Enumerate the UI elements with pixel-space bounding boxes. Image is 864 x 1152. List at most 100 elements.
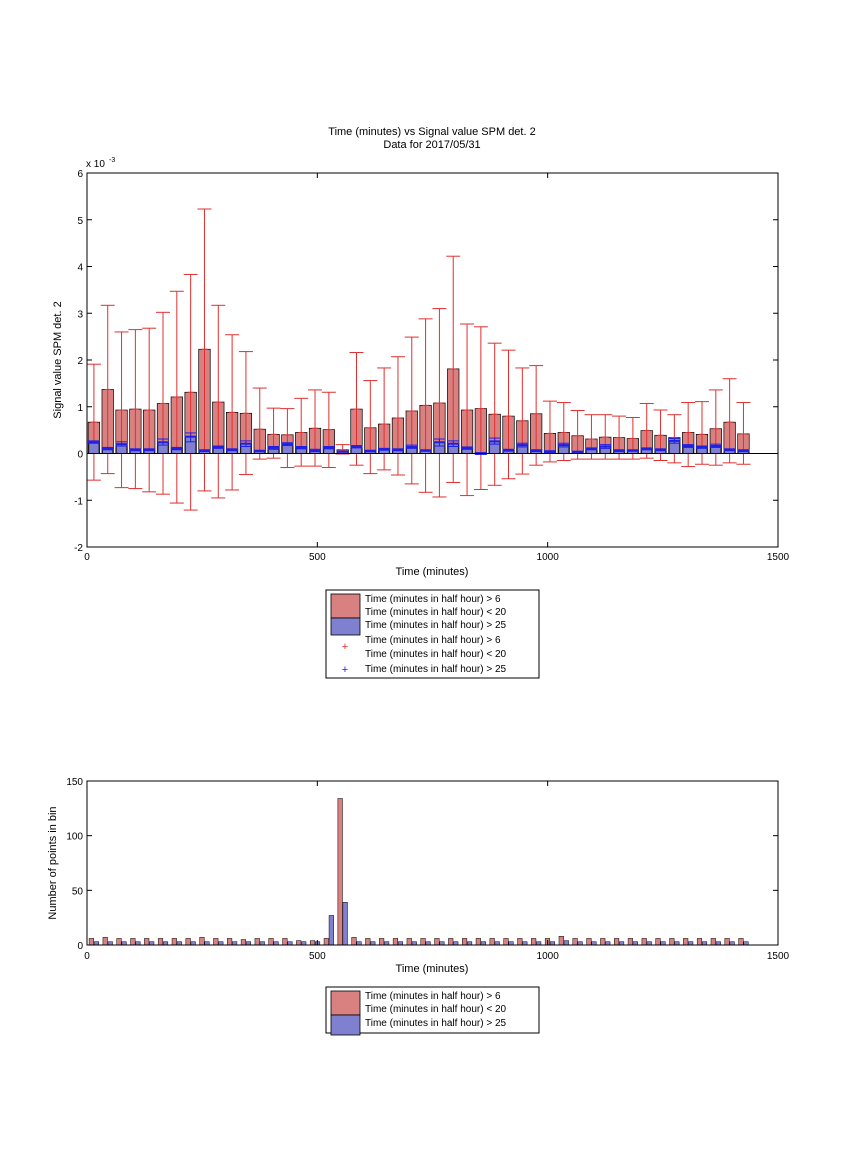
top-y-tick-label: 0 — [77, 450, 83, 461]
bar-blue — [88, 442, 100, 454]
top-legend-text-blue: Time (minutes in half hour) > 25 — [365, 620, 507, 631]
top-legend-text-red-marker-1: Time (minutes in half hour) > 6 — [365, 635, 501, 646]
count-bar-red — [641, 938, 647, 946]
top-legend-swatch-red — [330, 593, 361, 619]
count-bar-red — [88, 938, 94, 946]
count-bar-red — [309, 940, 316, 946]
count-bar-red — [655, 938, 661, 946]
top-legend-text-red-marker-2: Time (minutes in half hour) < 20 — [365, 649, 507, 660]
top-legend-text-blue-marker: Time (minutes in half hour) > 25 — [365, 664, 507, 675]
count-bar-red — [586, 938, 592, 946]
count-bar-red — [323, 938, 329, 946]
bottom-x-tick-label: 500 — [309, 951, 326, 962]
top-x-axis-label: Time (minutes) — [396, 566, 469, 578]
top-legend: Time (minutes in half hour) > 6 Time (mi… — [325, 589, 540, 679]
count-bar-red — [157, 938, 164, 946]
top-legend-text-red-1: Time (minutes in half hour) > 6 — [365, 594, 501, 605]
chart-subtitle: Data for 2017/05/31 — [383, 139, 480, 151]
top-x-tick-label: 0 — [84, 552, 90, 563]
count-bar-red — [268, 938, 274, 946]
count-bar-red — [669, 938, 675, 946]
count-bar-red — [116, 938, 122, 946]
bottom-legend-text-red-2: Time (minutes in half hour) < 20 — [365, 1004, 507, 1015]
count-bar-red — [213, 938, 219, 946]
top-legend-swatch-blue — [330, 617, 361, 636]
count-bar-blue — [328, 915, 334, 946]
bottom-legend-box — [325, 986, 540, 1034]
count-bar-red — [531, 938, 537, 946]
top-y-tick-label: 3 — [77, 309, 83, 320]
bottom-legend-swatch-blue — [330, 1014, 361, 1036]
top-legend-marker-blue: + — [342, 664, 348, 676]
count-bar-red — [351, 937, 357, 946]
top-exponent-power: -3 — [109, 157, 115, 164]
bottom-x-tick-label: 1000 — [537, 951, 560, 962]
count-bar-red — [365, 938, 371, 946]
count-bar-red — [240, 939, 246, 946]
bottom-y-tick-label: 150 — [66, 777, 83, 788]
top-y-tick-label: 4 — [77, 263, 83, 274]
count-bar-red — [337, 798, 343, 946]
count-bar-red — [406, 938, 412, 946]
count-bar-red — [296, 940, 302, 946]
count-bar-red — [614, 938, 620, 946]
count-bar-red — [475, 938, 481, 946]
bottom-plot-frame — [86, 780, 779, 946]
bottom-x-axis-label: Time (minutes) — [396, 963, 469, 975]
count-bar-red — [130, 938, 136, 946]
count-bar-red — [627, 938, 633, 946]
count-bar-red — [572, 938, 578, 946]
count-bar-red — [392, 938, 398, 946]
count-bar-red — [254, 938, 260, 946]
count-bar-red — [199, 937, 205, 946]
count-bar-red — [102, 937, 108, 946]
count-bar-red — [185, 938, 191, 946]
bottom-y-tick-label: 100 — [66, 832, 83, 843]
bottom-legend-text-blue: Time (minutes in half hour) > 25 — [365, 1018, 507, 1029]
top-y-tick-label: 2 — [77, 356, 83, 367]
count-bar-red — [144, 938, 150, 946]
top-plot: 0 500 1000 1500 -2 -1 0 1 2 3 4 5 6 x 10 -3 Time (mi… — [52, 157, 790, 578]
top-exponent-label: x 10 — [86, 159, 105, 170]
bottom-x-tick-label: 0 — [84, 951, 90, 962]
count-bar-red — [683, 938, 689, 946]
count-bar-red — [517, 938, 523, 946]
count-bar-red — [462, 938, 468, 946]
bottom-x-tick-label: 1500 — [767, 951, 790, 962]
count-bar-red — [710, 938, 716, 946]
top-y-tick-label: 1 — [77, 403, 83, 414]
count-bar-blue — [563, 940, 569, 946]
bottom-y-tick-label: 0 — [77, 941, 83, 952]
count-bar-red — [171, 938, 177, 946]
count-bar-red — [420, 938, 426, 946]
count-bar-red — [696, 938, 703, 946]
bottom-plot: 0 500 1000 1500 0 50 100 150 Time (minutes) Num… — [47, 777, 790, 975]
count-bar-red — [282, 938, 288, 946]
count-bar-blue — [342, 902, 348, 946]
count-bar-red — [448, 938, 454, 946]
count-bar-red — [434, 938, 440, 946]
count-bar-red — [600, 938, 606, 946]
count-bar-red — [227, 938, 233, 946]
count-bar-red — [558, 936, 564, 946]
bottom-y-axis-label: Number of points in bin — [47, 806, 59, 919]
bottom-legend: Time (minutes in half hour) > 6 Time (mi… — [325, 986, 540, 1036]
top-legend-marker-red: + — [342, 641, 348, 653]
top-x-tick-label: 500 — [309, 552, 326, 563]
bottom-legend-text-red-1: Time (minutes in half hour) > 6 — [365, 991, 501, 1002]
top-x-tick-label: 1000 — [537, 552, 560, 563]
top-legend-text-red-2: Time (minutes in half hour) < 20 — [365, 607, 507, 618]
top-y-tick-label: 5 — [77, 216, 83, 227]
top-y-axis-label: Signal value SPM det. 2 — [52, 301, 64, 418]
top-legend-box — [325, 589, 540, 679]
count-bar-red — [503, 938, 509, 946]
top-y-tick-label: 6 — [77, 169, 83, 180]
chart-title: Time (minutes) vs Signal value SPM det. … — [328, 126, 535, 138]
count-bar-red — [724, 938, 730, 946]
top-y-tick-label: -1 — [74, 496, 83, 507]
count-bar-red — [379, 938, 385, 946]
count-bar-red — [489, 938, 495, 946]
top-x-tick-label: 1500 — [767, 552, 790, 563]
top-y-tick-label: -2 — [74, 543, 83, 554]
